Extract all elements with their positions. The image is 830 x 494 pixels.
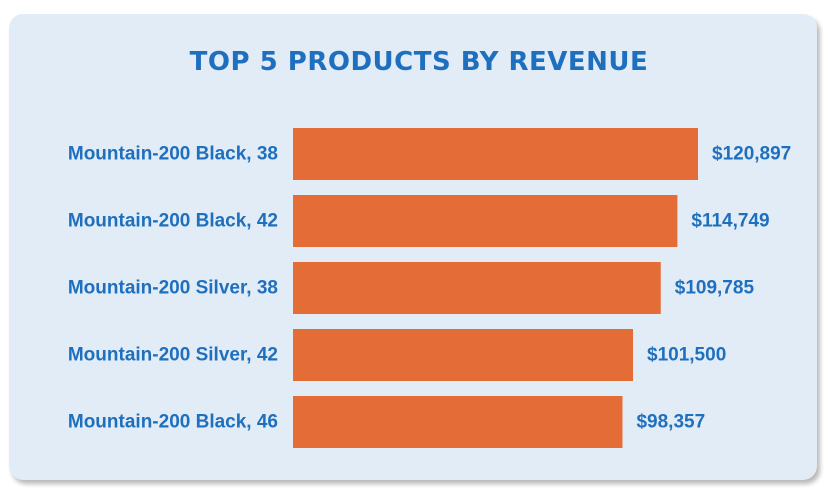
- category-label-3: Mountain-200 Silver, 38: [68, 278, 278, 299]
- value-label-2: $114,749: [691, 211, 769, 232]
- bar-4: [293, 329, 634, 381]
- category-label-1: Mountain-200 Black, 38: [68, 144, 278, 165]
- value-label-5: $98,357: [636, 412, 705, 433]
- bar-1: [293, 128, 698, 180]
- category-label-4: Mountain-200 Silver, 42: [68, 345, 278, 366]
- value-label-4: $101,500: [647, 345, 726, 366]
- category-label-2: Mountain-200 Black, 42: [68, 211, 278, 232]
- bar-3: [293, 262, 661, 314]
- chart-title: TOP 5 PRODUCTS BY REVENUE: [189, 47, 649, 77]
- value-label-1: $120,897: [712, 144, 791, 165]
- category-label-5: Mountain-200 Black, 46: [68, 412, 278, 433]
- bar-2: [293, 195, 678, 247]
- value-label-3: $109,785: [675, 278, 755, 299]
- bar-5: [293, 396, 623, 448]
